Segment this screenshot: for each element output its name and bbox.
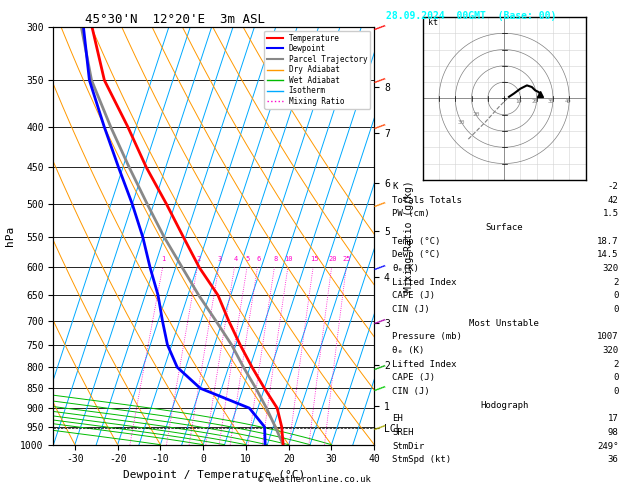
Text: 30: 30 <box>458 121 465 125</box>
Text: CAPE (J): CAPE (J) <box>392 373 435 382</box>
Text: Surface: Surface <box>486 223 523 232</box>
Text: 0: 0 <box>613 305 618 314</box>
Text: 28.09.2024  00GMT  (Base: 00): 28.09.2024 00GMT (Base: 00) <box>386 11 556 21</box>
Text: 98: 98 <box>608 428 618 437</box>
Text: /: / <box>371 73 386 87</box>
Text: 25: 25 <box>343 256 351 261</box>
Text: /: / <box>371 19 386 34</box>
Text: θₑ (K): θₑ (K) <box>392 346 425 355</box>
Text: /: / <box>371 419 386 434</box>
Text: 36: 36 <box>608 455 618 464</box>
Text: 15: 15 <box>309 256 318 261</box>
Text: CIN (J): CIN (J) <box>392 387 430 396</box>
Text: 2: 2 <box>196 256 201 261</box>
Text: 2: 2 <box>613 278 618 287</box>
Text: 30: 30 <box>548 99 555 104</box>
Text: /: / <box>371 360 386 375</box>
Text: © weatheronline.co.uk: © weatheronline.co.uk <box>258 474 371 484</box>
Text: StmDir: StmDir <box>392 442 425 451</box>
Text: 0: 0 <box>613 373 618 382</box>
Text: 18.7: 18.7 <box>597 237 618 246</box>
Text: Totals Totals: Totals Totals <box>392 196 462 205</box>
Text: 0: 0 <box>613 387 618 396</box>
Text: 6: 6 <box>256 256 260 261</box>
Text: 320: 320 <box>603 346 618 355</box>
Text: 249°: 249° <box>597 442 618 451</box>
Text: 4: 4 <box>233 256 238 261</box>
Text: 14.5: 14.5 <box>597 250 618 260</box>
Legend: Temperature, Dewpoint, Parcel Trajectory, Dry Adiabat, Wet Adiabat, Isotherm, Mi: Temperature, Dewpoint, Parcel Trajectory… <box>264 31 370 109</box>
Text: Pressure (mb): Pressure (mb) <box>392 332 462 341</box>
Text: 10: 10 <box>284 256 293 261</box>
X-axis label: Dewpoint / Temperature (°C): Dewpoint / Temperature (°C) <box>123 470 305 480</box>
Text: Most Unstable: Most Unstable <box>469 319 539 328</box>
Text: K: K <box>392 182 398 191</box>
Text: 1007: 1007 <box>597 332 618 341</box>
Text: 20: 20 <box>532 99 538 104</box>
Text: SREH: SREH <box>392 428 414 437</box>
Text: 3: 3 <box>218 256 222 261</box>
Text: θₑ(K): θₑ(K) <box>392 264 419 273</box>
Text: StmSpd (kt): StmSpd (kt) <box>392 455 451 464</box>
Text: EH: EH <box>392 414 403 423</box>
Text: -2: -2 <box>608 182 618 191</box>
Text: PW (cm): PW (cm) <box>392 209 430 218</box>
Text: 40: 40 <box>564 99 571 104</box>
Title: 45°30'N  12°20'E  3m ASL: 45°30'N 12°20'E 3m ASL <box>86 13 265 26</box>
Text: 8: 8 <box>273 256 277 261</box>
Text: 42: 42 <box>608 196 618 205</box>
Text: Dewp (°C): Dewp (°C) <box>392 250 440 260</box>
Text: Lifted Index: Lifted Index <box>392 278 457 287</box>
Text: /: / <box>371 197 386 211</box>
Text: 20: 20 <box>328 256 337 261</box>
Text: 1: 1 <box>162 256 166 261</box>
Text: 10: 10 <box>516 99 522 104</box>
Text: 1.5: 1.5 <box>603 209 618 218</box>
Text: 20: 20 <box>472 112 480 117</box>
Text: Lifted Index: Lifted Index <box>392 360 457 369</box>
Text: 320: 320 <box>603 264 618 273</box>
Text: /: / <box>371 260 386 275</box>
Text: Hodograph: Hodograph <box>480 400 528 410</box>
Text: CAPE (J): CAPE (J) <box>392 292 435 300</box>
Text: 0: 0 <box>613 292 618 300</box>
Text: CIN (J): CIN (J) <box>392 305 430 314</box>
Text: /: / <box>371 381 386 396</box>
Text: 5: 5 <box>246 256 250 261</box>
Text: Temp (°C): Temp (°C) <box>392 237 440 246</box>
Text: /: / <box>371 313 386 328</box>
Text: 2: 2 <box>613 360 618 369</box>
Y-axis label: Mixing Ratio (g/kg): Mixing Ratio (g/kg) <box>404 180 415 292</box>
Text: /: / <box>371 120 386 134</box>
Y-axis label: hPa: hPa <box>4 226 14 246</box>
Text: kt: kt <box>428 18 438 27</box>
Text: 17: 17 <box>608 414 618 423</box>
